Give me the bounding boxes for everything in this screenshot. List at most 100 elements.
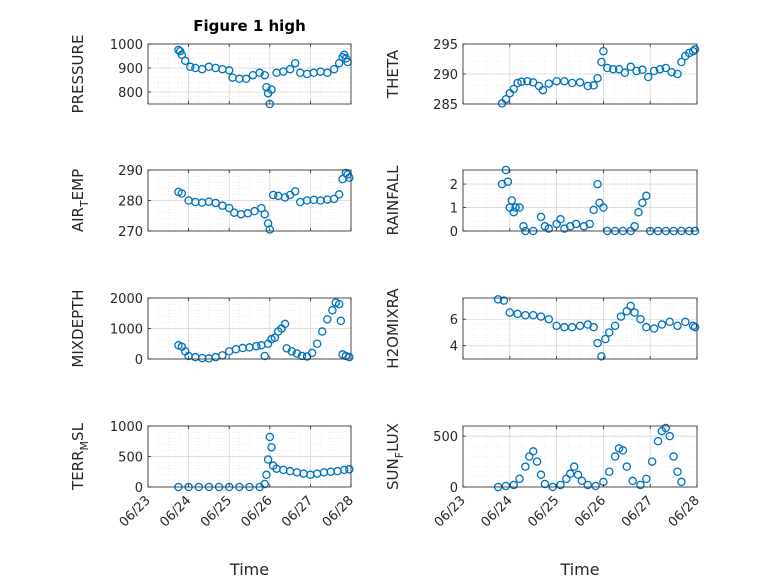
y-axis-label: THETA: [384, 49, 402, 99]
data-point: [655, 64, 665, 74]
data-point: [267, 85, 276, 94]
subplot-row3-left: 0 1000 2000 MIXDEPTH: [69, 289, 354, 368]
data-point: [636, 314, 645, 324]
data-point: [673, 321, 682, 331]
data-point: [509, 84, 518, 94]
data-point: [515, 203, 524, 212]
data-series: [174, 168, 354, 234]
y-axis-label-main: THETA: [384, 49, 402, 99]
data-point: [536, 212, 546, 222]
y-tick-label: 1: [450, 202, 458, 217]
y-axis-label-main: H2OMIXRA: [384, 288, 402, 369]
data-point: [661, 423, 671, 433]
y-tick-label: 0: [450, 225, 458, 240]
y-tick-label: 4: [450, 340, 458, 355]
data-point: [599, 46, 608, 56]
data-point: [519, 222, 528, 231]
data-point: [567, 322, 577, 332]
data-point: [626, 301, 635, 311]
grid: [147, 169, 352, 232]
data-point: [628, 476, 637, 486]
y-axis-label: MIXDEPTH: [69, 289, 87, 367]
data-point: [638, 65, 647, 75]
data-point: [544, 224, 554, 233]
data-point: [626, 62, 635, 72]
data-series: [497, 45, 700, 108]
data-point: [517, 77, 526, 87]
data-point: [265, 432, 275, 442]
grid: [147, 425, 352, 488]
y-axis-label-main: MIXDEPTH: [69, 289, 87, 367]
axes-box: [462, 425, 698, 488]
data-point: [681, 317, 690, 327]
data-point: [515, 474, 524, 484]
data-point: [589, 205, 598, 215]
data-point: [528, 447, 538, 456]
data-point: [287, 347, 297, 356]
data-point: [593, 338, 602, 348]
data-point: [566, 469, 575, 479]
data-point: [610, 452, 620, 461]
data-point: [180, 56, 190, 66]
data-point: [260, 209, 269, 219]
data-point: [268, 190, 278, 200]
data-point: [665, 317, 674, 327]
x-axis-label: Time: [559, 560, 599, 579]
data-point: [622, 462, 632, 471]
data-point: [665, 431, 674, 441]
data-point: [673, 69, 682, 79]
data-point: [634, 207, 643, 217]
y-tick-label: 270: [118, 225, 143, 240]
data-point: [317, 327, 327, 336]
data-point: [334, 299, 344, 309]
data-point: [265, 225, 275, 234]
data-point: [644, 72, 653, 82]
y-tick-label: 800: [118, 86, 143, 101]
data-point: [345, 352, 354, 362]
data-point: [323, 68, 332, 78]
data-point: [513, 78, 522, 88]
data-point: [252, 341, 261, 351]
data-point: [642, 191, 651, 201]
data-point: [673, 467, 682, 476]
data-point: [556, 215, 565, 224]
data-series: [174, 45, 352, 109]
data-point: [618, 446, 628, 455]
data-point: [177, 189, 187, 198]
data-point: [647, 457, 657, 466]
data-point: [503, 177, 513, 186]
data-point: [583, 480, 593, 490]
data-point: [329, 194, 339, 204]
data-point: [630, 308, 639, 317]
data-point: [632, 66, 641, 76]
data-point: [585, 219, 595, 229]
y-tick-label: 500: [118, 451, 143, 466]
data-point: [262, 82, 271, 92]
y-axis-label: TERRMSL: [69, 422, 91, 491]
y-axis-label: RAINFALL: [384, 165, 402, 236]
data-point: [521, 462, 530, 471]
y-tick-label: 290: [433, 68, 458, 83]
subplot-row2-left: 270 280 290 AIRTEMP: [69, 164, 354, 240]
data-point: [667, 67, 676, 77]
data-point: [616, 312, 626, 321]
data-point: [577, 476, 587, 486]
data-point: [328, 305, 337, 315]
data-point: [642, 322, 651, 332]
data-point: [544, 79, 554, 88]
data-point: [583, 81, 593, 91]
subplot-top-right: 285 290 295 THETA: [384, 38, 700, 113]
y-tick-label: 6: [450, 313, 458, 328]
axes-box: [462, 169, 698, 232]
y-tick-label: 1000: [110, 420, 143, 435]
y-tick-label: 295: [433, 38, 458, 53]
y-axis-label: PRESSURE: [69, 35, 87, 114]
data-series: [493, 295, 700, 361]
y-tick-label: 2000: [110, 292, 143, 307]
data-point: [605, 467, 614, 476]
subplot-row3-right: 4 6 H2OMIXRA: [384, 288, 700, 369]
y-axis-label-main: AIR: [69, 207, 87, 232]
data-point: [575, 78, 585, 87]
subplot-top-left: 800 900 1000 PRESSURE Figure 1 high: [69, 17, 352, 114]
y-axis-label: SUNFLUX: [384, 423, 406, 490]
